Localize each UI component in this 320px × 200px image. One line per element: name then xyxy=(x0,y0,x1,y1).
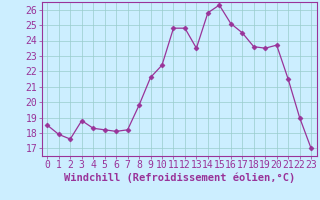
X-axis label: Windchill (Refroidissement éolien,°C): Windchill (Refroidissement éolien,°C) xyxy=(64,173,295,183)
